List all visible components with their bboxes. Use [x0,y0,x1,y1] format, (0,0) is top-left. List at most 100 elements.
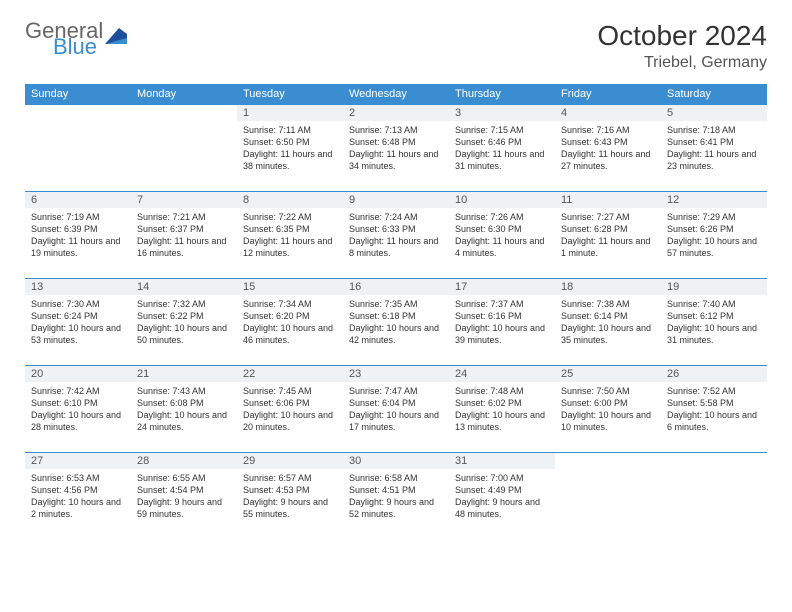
day-number: 10 [449,192,555,208]
sunset-text: Sunset: 6:33 PM [349,223,443,235]
calendar-cell: 30Sunrise: 6:58 AMSunset: 4:51 PMDayligh… [343,453,449,540]
daylight-text: Daylight: 11 hours and 8 minutes. [349,235,443,259]
logo: GeneralBlue [25,20,127,58]
daylight-text: Daylight: 11 hours and 23 minutes. [667,148,761,172]
calendar-cell [661,453,767,540]
sunrise-text: Sunrise: 7:48 AM [455,385,549,397]
sunset-text: Sunset: 6:22 PM [137,310,231,322]
day-number: 25 [555,366,661,382]
sunset-text: Sunset: 6:10 PM [31,397,125,409]
calendar-cell: 25Sunrise: 7:50 AMSunset: 6:00 PMDayligh… [555,366,661,453]
sunrise-text: Sunrise: 6:58 AM [349,472,443,484]
daylight-text: Daylight: 10 hours and 46 minutes. [243,322,337,346]
daylight-text: Daylight: 10 hours and 39 minutes. [455,322,549,346]
day-content: Sunrise: 7:50 AMSunset: 6:00 PMDaylight:… [555,382,661,437]
day-number: 23 [343,366,449,382]
sunset-text: Sunset: 6:46 PM [455,136,549,148]
calendar-cell: 7Sunrise: 7:21 AMSunset: 6:37 PMDaylight… [131,192,237,279]
logo-text-blue: Blue [53,36,127,58]
dayhead-sat: Saturday [661,84,767,105]
sunrise-text: Sunrise: 7:00 AM [455,472,549,484]
sunrise-text: Sunrise: 7:35 AM [349,298,443,310]
calendar-cell: 18Sunrise: 7:38 AMSunset: 6:14 PMDayligh… [555,279,661,366]
sunrise-text: Sunrise: 7:34 AM [243,298,337,310]
day-number: 8 [237,192,343,208]
day-number: 5 [661,105,767,121]
calendar-cell: 20Sunrise: 7:42 AMSunset: 6:10 PMDayligh… [25,366,131,453]
sunrise-text: Sunrise: 7:29 AM [667,211,761,223]
daylight-text: Daylight: 11 hours and 16 minutes. [137,235,231,259]
daylight-text: Daylight: 11 hours and 19 minutes. [31,235,125,259]
day-number: 26 [661,366,767,382]
daylight-text: Daylight: 11 hours and 1 minute. [561,235,655,259]
sunset-text: Sunset: 6:04 PM [349,397,443,409]
dayhead-wed: Wednesday [343,84,449,105]
sunset-text: Sunset: 6:20 PM [243,310,337,322]
calendar-cell: 5Sunrise: 7:18 AMSunset: 6:41 PMDaylight… [661,105,767,192]
day-content: Sunrise: 7:26 AMSunset: 6:30 PMDaylight:… [449,208,555,263]
dayhead-mon: Monday [131,84,237,105]
day-content: Sunrise: 7:11 AMSunset: 6:50 PMDaylight:… [237,121,343,176]
daylight-text: Daylight: 10 hours and 6 minutes. [667,409,761,433]
title-block: October 2024 Triebel, Germany [597,20,767,72]
sunrise-text: Sunrise: 7:45 AM [243,385,337,397]
day-number: 7 [131,192,237,208]
calendar-cell: 2Sunrise: 7:13 AMSunset: 6:48 PMDaylight… [343,105,449,192]
calendar-cell: 11Sunrise: 7:27 AMSunset: 6:28 PMDayligh… [555,192,661,279]
sunrise-text: Sunrise: 7:30 AM [31,298,125,310]
calendar-cell: 1Sunrise: 7:11 AMSunset: 6:50 PMDaylight… [237,105,343,192]
sunset-text: Sunset: 6:24 PM [31,310,125,322]
dayhead-tue: Tuesday [237,84,343,105]
daylight-text: Daylight: 10 hours and 10 minutes. [561,409,655,433]
day-number: 20 [25,366,131,382]
sunset-text: Sunset: 4:54 PM [137,484,231,496]
daylight-text: Daylight: 9 hours and 48 minutes. [455,496,549,520]
day-number: 12 [661,192,767,208]
sunrise-text: Sunrise: 7:26 AM [455,211,549,223]
calendar-row: 13Sunrise: 7:30 AMSunset: 6:24 PMDayligh… [25,279,767,366]
sunset-text: Sunset: 6:37 PM [137,223,231,235]
sunset-text: Sunset: 6:02 PM [455,397,549,409]
day-number: 2 [343,105,449,121]
sunset-text: Sunset: 6:28 PM [561,223,655,235]
sunrise-text: Sunrise: 7:37 AM [455,298,549,310]
sunset-text: Sunset: 6:48 PM [349,136,443,148]
daylight-text: Daylight: 11 hours and 12 minutes. [243,235,337,259]
daylight-text: Daylight: 11 hours and 4 minutes. [455,235,549,259]
sunrise-text: Sunrise: 7:27 AM [561,211,655,223]
sunrise-text: Sunrise: 7:13 AM [349,124,443,136]
calendar-cell: 16Sunrise: 7:35 AMSunset: 6:18 PMDayligh… [343,279,449,366]
daylight-text: Daylight: 9 hours and 59 minutes. [137,496,231,520]
daylight-text: Daylight: 11 hours and 38 minutes. [243,148,337,172]
calendar-cell: 24Sunrise: 7:48 AMSunset: 6:02 PMDayligh… [449,366,555,453]
day-number: 19 [661,279,767,295]
sunrise-text: Sunrise: 7:43 AM [137,385,231,397]
day-content: Sunrise: 6:53 AMSunset: 4:56 PMDaylight:… [25,469,131,524]
daylight-text: Daylight: 9 hours and 55 minutes. [243,496,337,520]
calendar-cell: 21Sunrise: 7:43 AMSunset: 6:08 PMDayligh… [131,366,237,453]
day-number: 3 [449,105,555,121]
day-number: 4 [555,105,661,121]
daylight-text: Daylight: 10 hours and 57 minutes. [667,235,761,259]
calendar-cell [555,453,661,540]
day-number: 1 [237,105,343,121]
calendar-cell: 12Sunrise: 7:29 AMSunset: 6:26 PMDayligh… [661,192,767,279]
day-number: 16 [343,279,449,295]
sunrise-text: Sunrise: 6:57 AM [243,472,337,484]
sunrise-text: Sunrise: 7:47 AM [349,385,443,397]
daylight-text: Daylight: 10 hours and 53 minutes. [31,322,125,346]
sunrise-text: Sunrise: 7:38 AM [561,298,655,310]
day-content: Sunrise: 7:29 AMSunset: 6:26 PMDaylight:… [661,208,767,263]
day-content: Sunrise: 7:37 AMSunset: 6:16 PMDaylight:… [449,295,555,350]
dayhead-thu: Thursday [449,84,555,105]
sunrise-text: Sunrise: 7:18 AM [667,124,761,136]
day-content: Sunrise: 7:30 AMSunset: 6:24 PMDaylight:… [25,295,131,350]
day-number: 9 [343,192,449,208]
daylight-text: Daylight: 10 hours and 2 minutes. [31,496,125,520]
sunrise-text: Sunrise: 7:15 AM [455,124,549,136]
day-content: Sunrise: 7:47 AMSunset: 6:04 PMDaylight:… [343,382,449,437]
day-content: Sunrise: 7:40 AMSunset: 6:12 PMDaylight:… [661,295,767,350]
sunrise-text: Sunrise: 7:32 AM [137,298,231,310]
day-number: 17 [449,279,555,295]
calendar-row: 1Sunrise: 7:11 AMSunset: 6:50 PMDaylight… [25,105,767,192]
